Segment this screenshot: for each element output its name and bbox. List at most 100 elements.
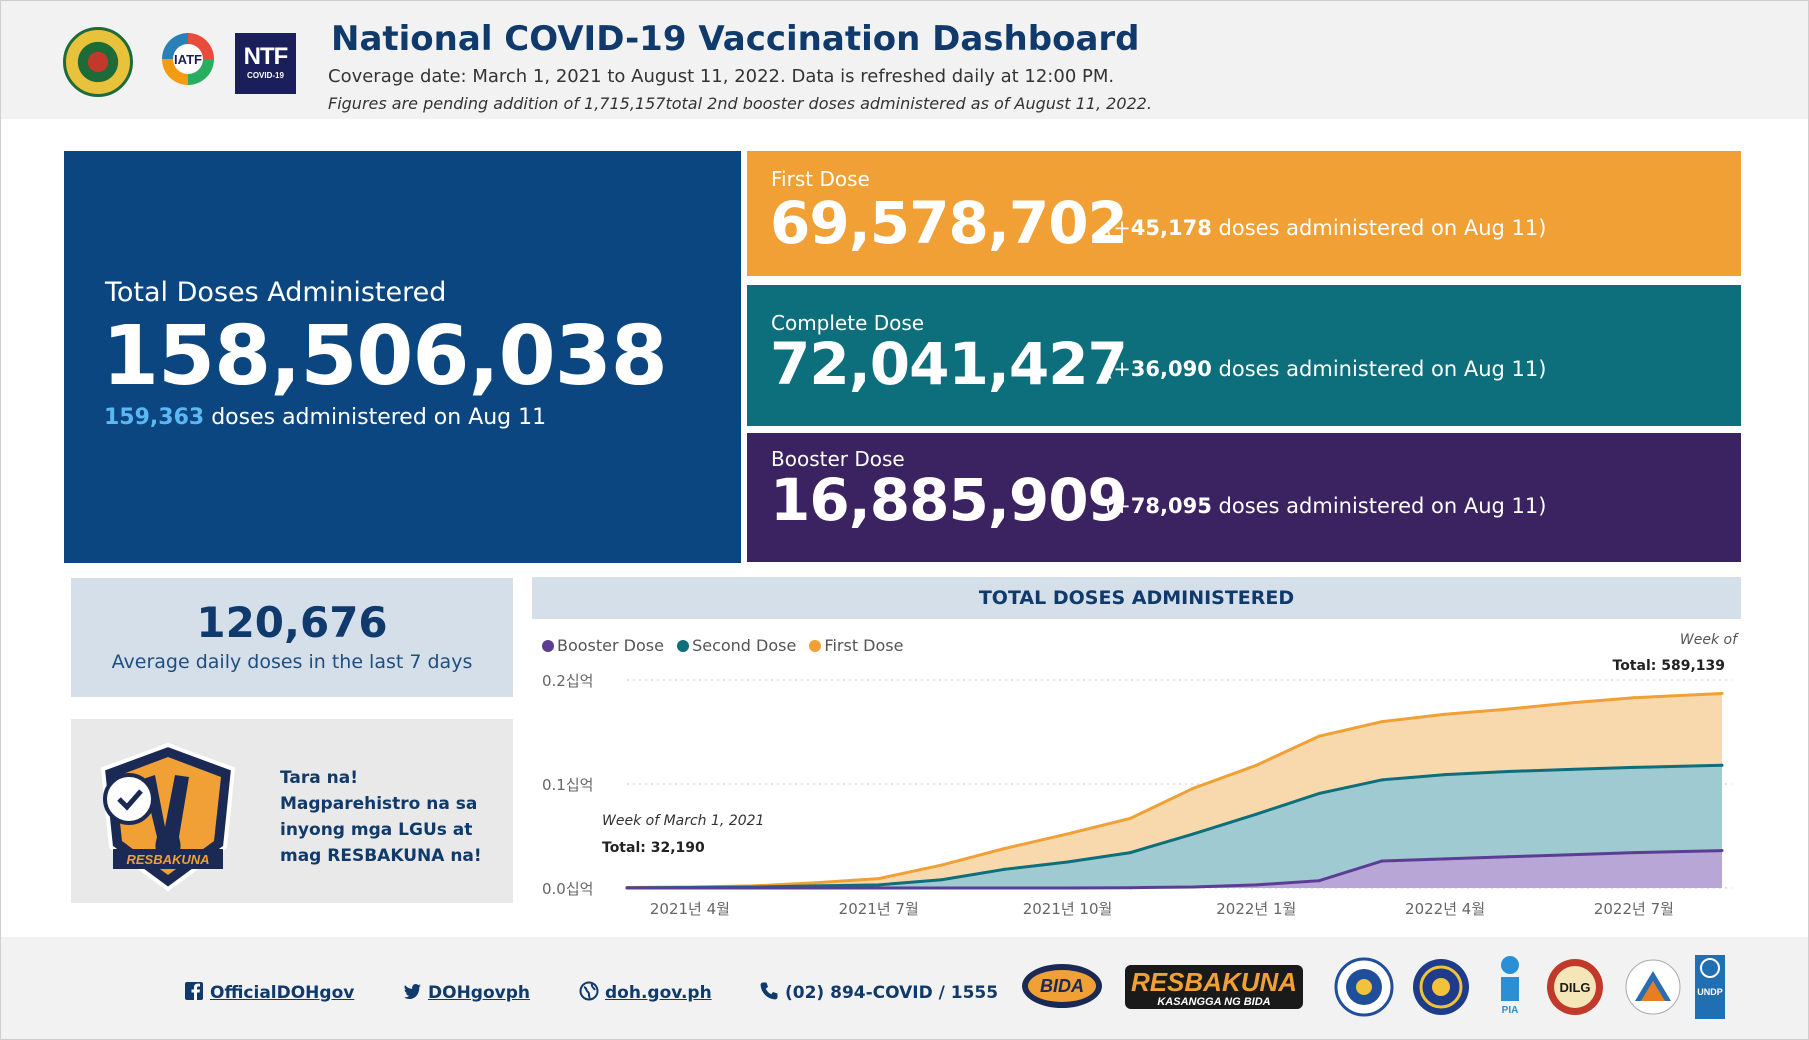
legend-item-second[interactable]: Second Dose bbox=[677, 636, 796, 655]
chart-legend: Booster Dose Second Dose First Dose bbox=[542, 636, 911, 655]
resbakuna-logo-text: RESBAKUNA bbox=[1131, 967, 1297, 997]
ntf-logo: NTF COVID-19 bbox=[235, 33, 296, 94]
iatf-logo-text: IATF bbox=[174, 52, 202, 67]
legend-second-dot bbox=[677, 640, 690, 652]
promo-message: Tara na! Magparehistro na sa inyong mga … bbox=[280, 768, 482, 866]
dilg-logo-text: DILG bbox=[1559, 980, 1590, 995]
total-doses-card: Total Doses Administered 158,506,038 159… bbox=[64, 151, 741, 563]
point-booster bbox=[1128, 886, 1132, 890]
tooltip-start-week: Week of March 1, 2021 bbox=[602, 813, 765, 829]
point-first bbox=[1254, 763, 1258, 767]
total-daily-value: 159,363 bbox=[104, 405, 205, 430]
booster-dose-value: 16,885,909 bbox=[770, 466, 1128, 534]
point-booster bbox=[1720, 849, 1724, 853]
complete-dose-daily: (+36,090 doses administered on Aug 11) bbox=[1105, 357, 1546, 381]
point-booster bbox=[1254, 883, 1258, 887]
point-booster bbox=[688, 886, 692, 890]
dilg-logo: DILG bbox=[1547, 959, 1603, 1015]
twitter-icon bbox=[404, 984, 421, 999]
complete-dose-value: 72,041,427 bbox=[770, 330, 1128, 398]
booster-dose-daily-value: 78,095 bbox=[1130, 494, 1212, 518]
point-second bbox=[1380, 778, 1384, 782]
y-tick-label: 0.1십억 bbox=[542, 776, 593, 794]
point-second bbox=[1191, 832, 1195, 836]
legend-second-label: Second Dose bbox=[692, 636, 797, 655]
vaccinated-badge-icon: RESBAKUNA bbox=[100, 742, 236, 892]
presidential-seal-logo bbox=[1334, 957, 1394, 1017]
first-dose-daily-value: 45,178 bbox=[1130, 216, 1212, 240]
phone-number: (02) 894-COVID / 1555 bbox=[785, 983, 999, 1003]
point-first bbox=[1506, 707, 1510, 711]
census-logo bbox=[1625, 959, 1681, 1015]
pia-logo: PIA bbox=[1501, 956, 1519, 1016]
pia-logo-text: PIA bbox=[1502, 1005, 1519, 1016]
first-dose-card: First Dose 69,578,702 (+45,178 doses adm… bbox=[747, 151, 1741, 276]
twitter-link[interactable]: DOHgovph bbox=[402, 981, 530, 1003]
chart-title: TOTAL DOSES ADMINISTERED bbox=[532, 577, 1741, 619]
point-booster bbox=[1506, 855, 1510, 859]
facebook-handle: OfficialDOHgov bbox=[210, 983, 355, 1003]
legend-item-first[interactable]: First Dose bbox=[809, 636, 903, 655]
facebook-link[interactable]: OfficialDOHgov bbox=[184, 981, 354, 1003]
legend-first-label: First Dose bbox=[824, 636, 904, 655]
point-second bbox=[1443, 773, 1447, 777]
y-tick-label: 0.0십억 bbox=[542, 880, 593, 898]
point-booster bbox=[1066, 886, 1070, 890]
first-dose-value: 69,578,702 bbox=[770, 189, 1128, 257]
total-doses-value: 158,506,038 bbox=[102, 309, 668, 404]
point-second bbox=[1254, 812, 1258, 816]
line-booster bbox=[627, 849, 1723, 890]
point-first bbox=[1569, 701, 1573, 705]
booster-dose-daily-suffix: doses administered on Aug 11) bbox=[1211, 494, 1547, 518]
booster-dose-daily: (+78,095 doses administered on Aug 11) bbox=[1105, 494, 1546, 518]
point-booster bbox=[1443, 857, 1447, 861]
point-second bbox=[1317, 791, 1321, 795]
undp-logo: UNDP bbox=[1695, 955, 1725, 1019]
point-first bbox=[1066, 832, 1070, 836]
point-booster bbox=[751, 886, 755, 890]
doh-seal-logo bbox=[63, 27, 133, 97]
booster-dose-daily-prefix: (+ bbox=[1105, 494, 1131, 518]
point-first bbox=[1191, 786, 1195, 790]
x-tick-label: 2022년 4월 bbox=[1405, 900, 1485, 916]
ntf-logo-subtext: COVID-19 bbox=[247, 71, 284, 80]
website-link[interactable]: doh.gov.ph bbox=[579, 981, 712, 1003]
coverage-date: Coverage date: March 1, 2021 to August 1… bbox=[328, 66, 1115, 87]
x-tick-label: 2022년 7월 bbox=[1594, 900, 1674, 916]
total-daily-text: doses administered on Aug 11 bbox=[204, 405, 547, 430]
header: IATF NTF COVID-19 National COVID-19 Vacc… bbox=[1, 1, 1808, 119]
first-dose-label: First Dose bbox=[771, 167, 870, 191]
legend-first-dot bbox=[809, 640, 822, 652]
average-daily-label: Average daily doses in the last 7 days bbox=[111, 651, 473, 673]
point-second bbox=[1003, 867, 1007, 871]
point-first bbox=[814, 881, 818, 885]
total-doses-chart[interactable]: 0.0십억 0.1십억 0.2십억 2021년 4월 2021년 7월 2021년 10월… bbox=[532, 626, 1741, 916]
point-booster bbox=[814, 886, 818, 890]
point-first bbox=[1720, 692, 1724, 696]
total-doses-label: Total Doses Administered bbox=[105, 277, 447, 308]
point-first bbox=[1128, 816, 1132, 820]
first-dose-daily: (+45,178 doses administered on Aug 11) bbox=[1105, 216, 1546, 240]
website-url: doh.gov.ph bbox=[605, 983, 712, 1003]
ntf-logo-text: NTF bbox=[243, 43, 289, 70]
point-second bbox=[1128, 851, 1132, 855]
average-daily-value: 120,676 bbox=[196, 598, 388, 647]
x-tick-label: 2021년 4월 bbox=[650, 900, 730, 916]
resbakuna-promo: RESBAKUNA Tara na! Magparehistro na sa i… bbox=[71, 719, 513, 903]
point-first bbox=[877, 877, 881, 881]
first-dose-daily-suffix: doses administered on Aug 11) bbox=[1211, 216, 1547, 240]
phone-contact[interactable]: (02) 894-COVID / 1555 bbox=[759, 981, 998, 1003]
legend-item-booster[interactable]: Booster Dose bbox=[542, 636, 664, 655]
iatf-logo: IATF bbox=[162, 33, 214, 85]
x-tick-label: 2022년 1월 bbox=[1216, 900, 1296, 916]
badge-text: RESBAKUNA bbox=[126, 852, 209, 867]
point-first bbox=[1443, 712, 1447, 716]
resbakuna-logo: RESBAKUNA KASANGGA NG BIDA bbox=[1125, 965, 1303, 1009]
page-title: National COVID-19 Vaccination Dashboard bbox=[331, 19, 1140, 59]
point-booster bbox=[625, 886, 629, 890]
footer: OfficialDOHgov DOHgovph doh.gov.ph (02) … bbox=[1, 937, 1808, 1039]
tooltip-end-week: Week of bbox=[1679, 632, 1737, 648]
point-second bbox=[877, 883, 881, 887]
point-first bbox=[1003, 846, 1007, 850]
point-first bbox=[1317, 734, 1321, 738]
